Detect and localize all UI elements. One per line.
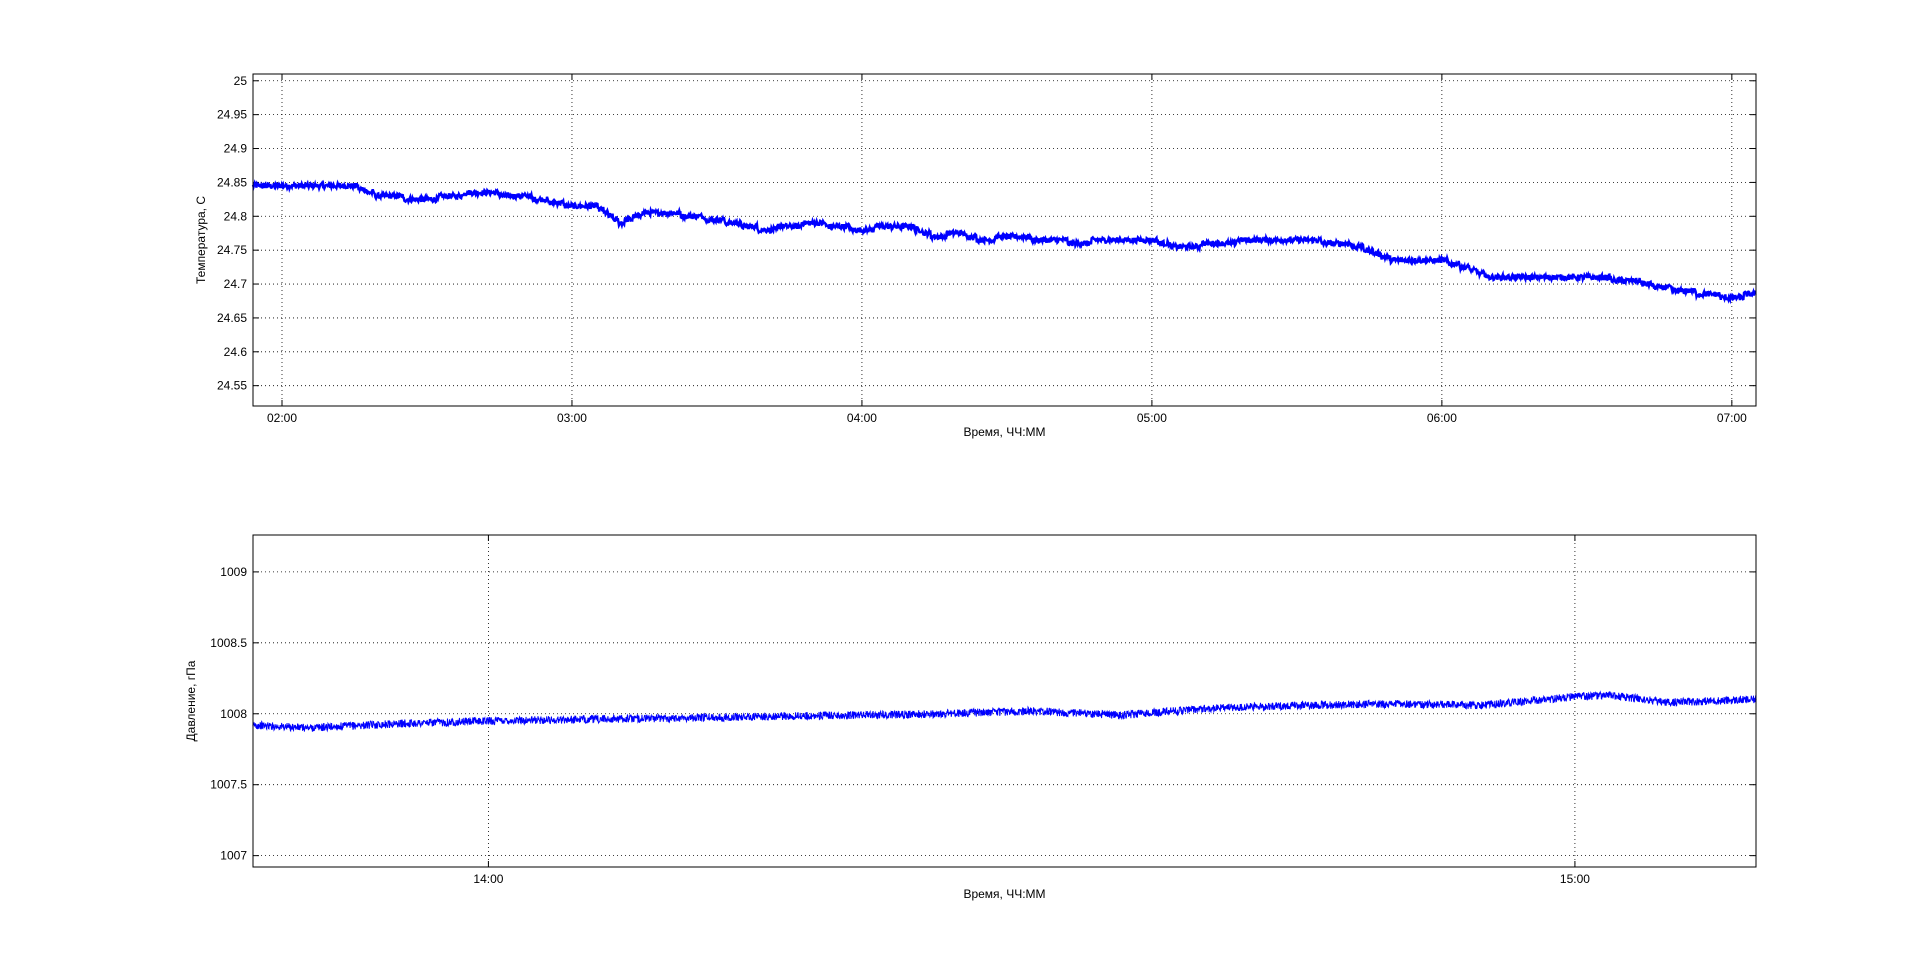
y-tick-label: 1007.5 bbox=[210, 778, 247, 792]
data-point bbox=[849, 714, 852, 716]
y-tick-label: 1008 bbox=[220, 707, 247, 721]
x-tick-label: 04:00 bbox=[847, 411, 877, 425]
data-point bbox=[1151, 239, 1153, 241]
data-point bbox=[1006, 236, 1008, 238]
data-point bbox=[571, 205, 573, 207]
data-point bbox=[1682, 290, 1685, 292]
data-point bbox=[1610, 694, 1612, 696]
data-point bbox=[1658, 286, 1660, 289]
data-point bbox=[813, 222, 815, 224]
data-point bbox=[487, 720, 490, 722]
data-point bbox=[1121, 714, 1123, 716]
plot-area bbox=[253, 535, 1756, 867]
y-tick-label: 1007 bbox=[220, 849, 247, 863]
data-point bbox=[1175, 246, 1177, 248]
data-point bbox=[1393, 703, 1395, 705]
data-point bbox=[1296, 239, 1298, 241]
x-tick-label: 14:00 bbox=[473, 872, 503, 886]
y-tick-label: 1009 bbox=[220, 565, 247, 579]
y-tick-label: 24.95 bbox=[217, 108, 247, 122]
data-point bbox=[619, 222, 621, 224]
y-tick-label: 24.8 bbox=[224, 209, 248, 223]
data-point bbox=[1344, 242, 1346, 244]
plot-area bbox=[253, 74, 1756, 406]
data-point bbox=[1223, 242, 1225, 244]
series-line bbox=[252, 690, 1757, 733]
data-point bbox=[578, 718, 580, 721]
data-point bbox=[1392, 259, 1395, 261]
data-point bbox=[1731, 296, 1733, 299]
y-tick-label: 25 bbox=[234, 74, 248, 88]
y-tick-label: 24.85 bbox=[217, 175, 247, 189]
data-point bbox=[764, 229, 766, 231]
data-point bbox=[1586, 276, 1588, 278]
series-line bbox=[251, 179, 1757, 305]
x-axis-label: Время, ЧЧ:ММ bbox=[963, 887, 1045, 901]
data-point bbox=[1212, 707, 1214, 709]
data-point bbox=[957, 232, 960, 234]
data-point bbox=[982, 239, 984, 241]
y-tick-label: 24.55 bbox=[217, 379, 247, 393]
y-tick-label: 24.9 bbox=[224, 142, 248, 156]
y-tick-label: 24.6 bbox=[224, 345, 248, 359]
data-point bbox=[1465, 266, 1467, 268]
data-point bbox=[397, 723, 399, 725]
data-point bbox=[1031, 710, 1033, 712]
data-point bbox=[474, 191, 476, 194]
data-point bbox=[1574, 696, 1576, 698]
axes-frame bbox=[252, 73, 1757, 407]
data-point bbox=[1537, 276, 1540, 278]
data-point bbox=[1634, 280, 1636, 282]
temperature-chart: 24.55 24.6 24.65 24.7 24.75 24.8 24.85 24.9 24.9… bbox=[194, 73, 1757, 439]
y-axis-label: Давление, гПа bbox=[184, 660, 198, 741]
data-point bbox=[861, 229, 863, 231]
data-point bbox=[1302, 704, 1304, 706]
data-point bbox=[523, 195, 525, 197]
y-tick-label: 1008.5 bbox=[210, 636, 247, 650]
data-point bbox=[1489, 276, 1491, 278]
data-point bbox=[1247, 239, 1250, 241]
data-point bbox=[1102, 239, 1105, 241]
data-point bbox=[909, 225, 911, 228]
x-tick-label: 02:00 bbox=[267, 411, 297, 425]
data-point bbox=[1664, 701, 1667, 704]
x-axis-label: Время, ЧЧ:ММ bbox=[963, 425, 1045, 439]
data-point bbox=[1441, 259, 1443, 261]
data-point bbox=[1054, 239, 1056, 241]
data-point bbox=[643, 212, 646, 214]
x-tick-label: 06:00 bbox=[1427, 411, 1457, 425]
data-point bbox=[668, 717, 671, 719]
axes-frame bbox=[252, 534, 1757, 868]
data-point bbox=[305, 185, 307, 187]
data-point bbox=[378, 195, 380, 197]
data-point bbox=[595, 205, 597, 207]
data-point bbox=[716, 219, 718, 221]
x-tick-label: 15:00 bbox=[1560, 872, 1590, 886]
data-point bbox=[933, 236, 936, 238]
y-tick-label: 24.7 bbox=[224, 277, 248, 291]
data-point bbox=[668, 212, 670, 214]
x-tick-label: 05:00 bbox=[1137, 411, 1167, 425]
y-axis-label: Температура, С bbox=[194, 196, 208, 284]
data-point bbox=[426, 198, 428, 200]
data-point bbox=[940, 713, 942, 715]
data-point bbox=[353, 185, 356, 187]
data-point bbox=[1483, 704, 1485, 706]
data-point bbox=[1368, 249, 1370, 251]
x-tick-label: 03:00 bbox=[557, 411, 587, 425]
data-point bbox=[885, 225, 887, 228]
pressure-chart: 1007 1007.5 1008 1008.5 1009 14:00 15:00 Время,… bbox=[184, 534, 1757, 901]
data-point bbox=[306, 727, 308, 729]
y-tick-label: 24.75 bbox=[217, 243, 247, 257]
x-tick-label: 07:00 bbox=[1717, 411, 1747, 425]
data-point bbox=[329, 185, 331, 187]
data-point bbox=[1078, 242, 1081, 244]
data-point bbox=[759, 716, 761, 718]
y-tick-label: 24.65 bbox=[217, 311, 247, 325]
